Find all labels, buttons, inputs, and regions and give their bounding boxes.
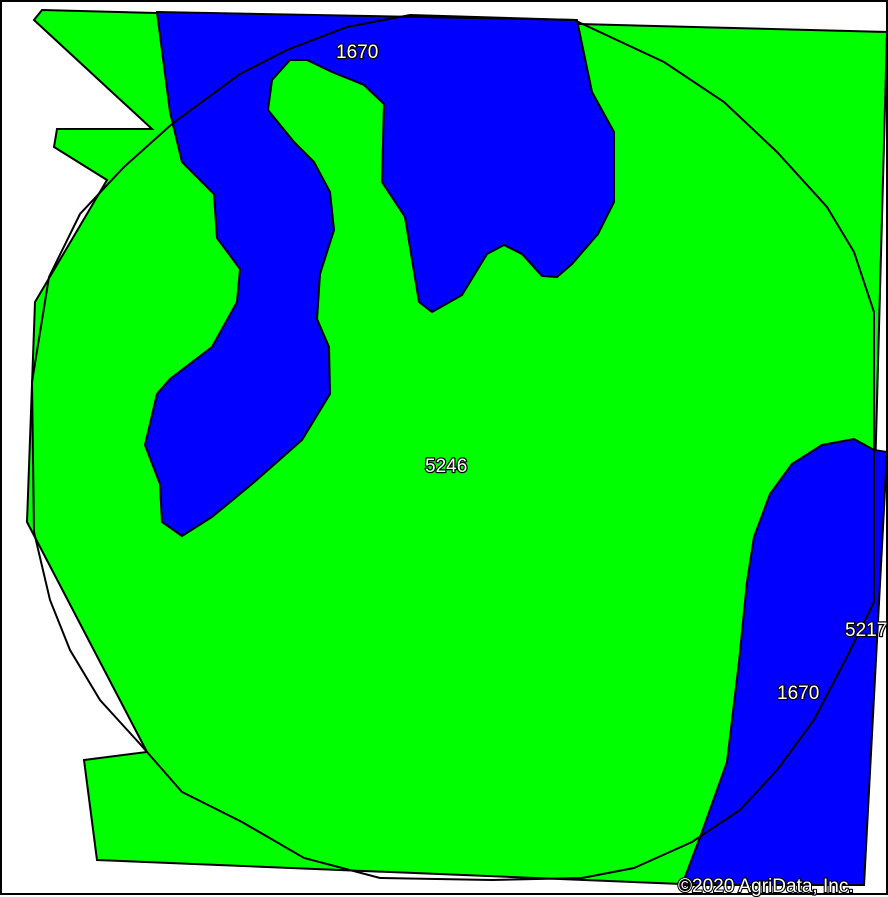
label-1670-north: 1670: [336, 42, 378, 63]
copyright-text: ©2020 AgriData, Inc.: [678, 876, 854, 897]
label-5246: 5246: [425, 456, 467, 477]
pivot-circle: [30, 13, 875, 882]
label-5217: 5217: [845, 620, 887, 641]
soil-unit-1670-north: [143, 10, 615, 538]
label-1670-east: 1670: [777, 683, 819, 704]
soil-unit-1670-east: [680, 437, 888, 886]
